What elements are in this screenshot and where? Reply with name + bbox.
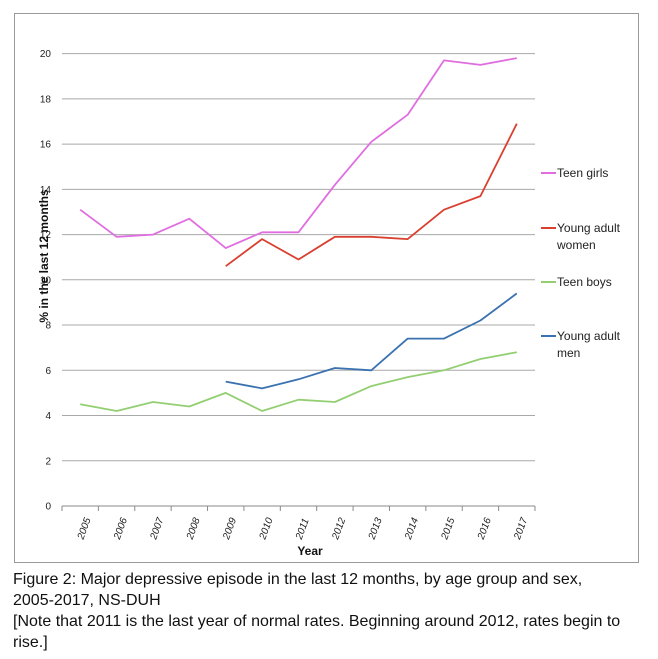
y-tick-label: 20 [40,49,52,60]
x-tick-label: 2008 [184,516,202,542]
legend-label: Young adult [557,221,621,235]
y-tick-label: 2 [45,456,51,467]
series-line-teen-boys [80,351,517,412]
x-tick-label: 2005 [75,516,93,542]
series-line-teen-girls [79,57,517,250]
caption-line-1: Figure 2: Major depressive episode in th… [13,571,583,588]
legend-label: women [556,238,596,252]
y-tick-label: 14 [40,185,52,196]
series-lines [79,57,518,412]
chart-frame: 0 2 4 6 8 10 12 14 16 18 20 2005 2006 2007 2008 2009 20… [14,13,639,563]
y-axis-title: % in the last 12 months [37,189,51,323]
y-tick-label: 4 [45,411,51,422]
x-tick-label: 2016 [476,516,494,542]
legend-label: men [557,346,580,360]
figure-caption: Figure 2: Major depressive episode in th… [13,569,648,653]
caption-line-2: 2005-2017, NS-DUH [13,592,161,609]
y-tick-label: 0 [45,502,51,513]
y-tick-label: 10 [40,275,52,286]
x-tick-label: 2012 [330,516,348,542]
legend-label: Teen boys [557,275,612,289]
y-tick-label: 6 [45,366,51,377]
y-tick-label: 8 [45,321,51,332]
legend-label: Young adult [557,329,621,343]
x-tick-label: 2013 [366,516,384,542]
x-tick-label: 2006 [112,516,130,542]
x-axis-title: Year [297,544,323,558]
y-axis-ticks: 0 2 4 6 8 10 12 14 16 18 20 [40,49,52,512]
series-line-young-adult-men [225,292,518,390]
series-line-young-adult-women [225,123,518,267]
x-tick-label: 2015 [439,516,457,542]
legend-label: Teen girls [557,166,608,180]
y-tick-label: 18 [40,94,52,105]
x-tick-label: 2009 [221,516,239,542]
gridlines [62,53,535,507]
x-tick-label: 2011 [294,517,312,542]
legend: Teen girls Young adult women Teen boys Young… [541,166,621,360]
x-tick-label: 2014 [403,516,421,542]
x-tick-label: 2017 [512,516,530,542]
y-tick-label: 16 [40,140,52,151]
x-axis-ticks: 2005 2006 2007 2008 2009 2010 2011 2012 2013 2014… [61,506,536,542]
x-tick-label: 2007 [148,516,166,542]
y-tick-label: 12 [40,230,52,241]
caption-line-4: rise.] [13,634,48,651]
x-tick-label: 2010 [257,516,275,542]
caption-line-3: [Note that 2011 is the last year of norm… [13,613,621,630]
